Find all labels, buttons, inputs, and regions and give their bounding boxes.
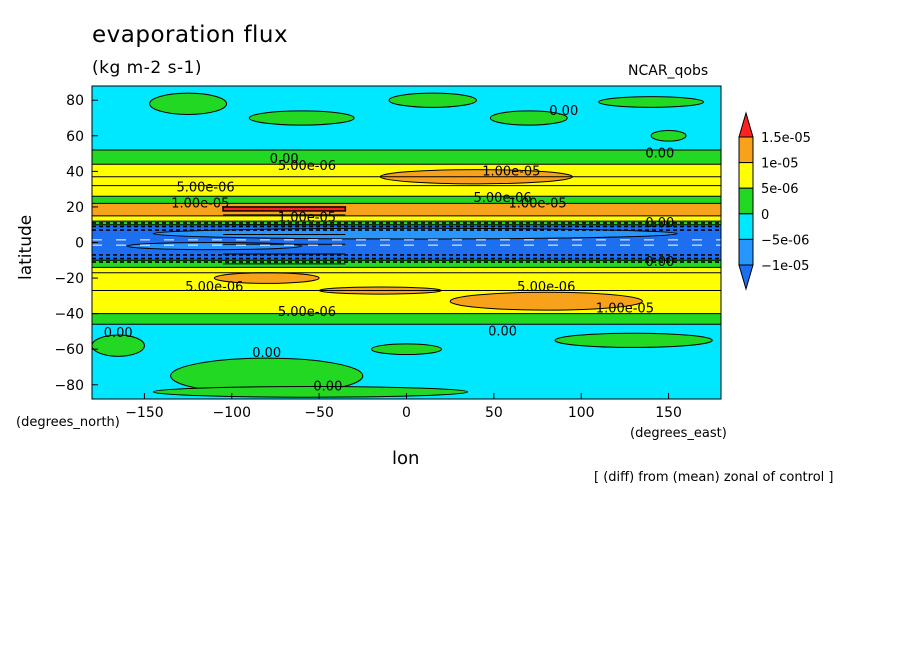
x-tick-label-1: −100 <box>213 405 251 421</box>
contour-label-5: 1.00e-05 <box>171 196 229 211</box>
contour-label-7: 5.00e-06 <box>474 191 532 206</box>
blob-3 <box>489 110 568 126</box>
blob-1 <box>248 110 355 126</box>
colorbar-bottom-arrow <box>738 264 754 291</box>
colorbar-swatch-0 <box>738 136 754 164</box>
colorbar-label-5: −1e-05 <box>761 259 809 274</box>
contour-label-3: 5.00e-06 <box>278 159 336 174</box>
band-5 <box>92 196 721 204</box>
contour-label-1: 0.00 <box>645 147 674 162</box>
colorbar-swatch-4 <box>738 238 754 266</box>
contour-label-2: 0.00 <box>270 152 299 167</box>
blob-7 <box>152 227 678 240</box>
colorbar-swatch-3 <box>738 213 754 240</box>
contour-label-0: 0.00 <box>549 104 578 119</box>
contour-label-12: 5.00e-06 <box>185 280 243 295</box>
colorbar-swatch-1 <box>738 162 754 189</box>
colorbar-top-arrow <box>738 111 754 138</box>
x-tick-label-4: 50 <box>485 405 503 421</box>
y-tick-label-8: 80 <box>66 93 84 109</box>
band-1 <box>92 150 721 165</box>
y-axis-unit: (degrees_north) <box>16 415 120 430</box>
contour-label-4: 5.00e-06 <box>176 180 234 195</box>
colorbar-label-3: 0 <box>761 208 769 223</box>
contour-label-19: 0.00 <box>313 380 342 395</box>
x-tick-label-3: 0 <box>402 405 411 421</box>
y-tick-label-4: 0 <box>75 236 84 252</box>
contour-label-13: 5.00e-06 <box>517 280 575 295</box>
y-tick-label-6: 40 <box>66 164 84 180</box>
blob-4 <box>598 96 705 108</box>
y-tick-label-2: −40 <box>54 307 84 323</box>
colorbar-label-2: 5e-06 <box>761 182 799 197</box>
band-11 <box>92 267 721 273</box>
blob-15 <box>554 332 713 348</box>
band-10 <box>92 260 721 268</box>
footnote: [ (diff) from (mean) zonal of control ] <box>594 470 834 485</box>
x-tick-label-0: −150 <box>125 405 163 421</box>
y-tick-label-5: 20 <box>66 200 84 216</box>
band-4 <box>92 185 721 197</box>
blob-11 <box>449 291 643 311</box>
blob-14 <box>371 343 442 356</box>
y-tick-label-3: −20 <box>54 271 84 287</box>
band-7 <box>92 215 721 222</box>
x-tick-label-5: 100 <box>568 405 595 421</box>
blob-5 <box>650 129 687 142</box>
x-tick-label-6: 150 <box>655 405 682 421</box>
blob-2 <box>388 92 477 108</box>
contour-label-9: 1.00e-05 <box>278 211 336 226</box>
x-tick-label-2: −50 <box>304 405 334 421</box>
blob-8 <box>126 242 303 251</box>
band-8 <box>92 221 721 225</box>
contour-label-16: 0.00 <box>488 324 517 339</box>
blob-13 <box>92 334 145 357</box>
contour-label-17: 0.00 <box>104 326 133 341</box>
chart-title: evaporation flux <box>92 22 289 48</box>
contour-label-14: 1.00e-05 <box>596 301 654 316</box>
contour-label-6: 1.00e-05 <box>482 164 540 179</box>
colorbar-label-4: −5e-06 <box>761 233 809 248</box>
anomaly-peak <box>222 206 347 212</box>
x-axis-label: lon <box>392 448 420 469</box>
x-axis-unit: (degrees_east) <box>630 426 727 441</box>
contour-label-15: 5.00e-06 <box>278 305 336 320</box>
contour-label-10: 0.00 <box>645 216 674 231</box>
model-name: NCAR_qobs <box>628 63 709 79</box>
band-14 <box>92 313 721 325</box>
contour-label-11: 0.00 <box>645 255 674 270</box>
y-tick-label-0: −80 <box>54 378 84 394</box>
blob-0 <box>149 92 228 115</box>
y-tick-label-1: −60 <box>54 342 84 358</box>
colorbar-label-1: 1e-05 <box>761 157 799 172</box>
y-tick-label-7: 60 <box>66 129 84 145</box>
colorbar-swatch-2 <box>738 187 754 215</box>
y-axis-label: latitude <box>16 214 36 280</box>
contour-label-8: 1.00e-05 <box>508 196 566 211</box>
contour-label-18: 0.00 <box>252 346 281 361</box>
chart-units: (kg m-2 s-1) <box>92 58 203 78</box>
colorbar-label-0: 1.5e-05 <box>761 131 811 146</box>
blob-16 <box>152 386 469 398</box>
